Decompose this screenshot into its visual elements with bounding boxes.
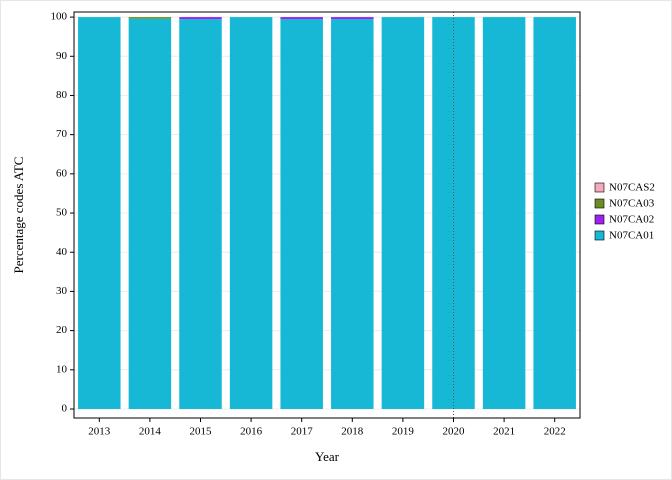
legend-swatch xyxy=(594,182,605,193)
y-tick-label: 80 xyxy=(56,89,68,101)
legend-label: N07CA02 xyxy=(609,214,654,226)
bar-segment xyxy=(331,17,374,20)
x-axis-title: Year xyxy=(315,449,340,464)
y-tick-label: 70 xyxy=(56,128,68,140)
x-tick-label: 2022 xyxy=(544,426,566,438)
bar-segment xyxy=(280,19,323,409)
bar-segment xyxy=(179,19,222,409)
y-tick-label: 50 xyxy=(56,207,68,219)
x-tick-label: 2015 xyxy=(190,426,213,438)
x-tick-label: 2019 xyxy=(392,426,415,438)
x-tick-label: 2021 xyxy=(493,426,515,438)
y-axis-title: Percentage codes ATC xyxy=(11,157,26,274)
bar-segment xyxy=(381,17,425,409)
x-tick-label: 2017 xyxy=(291,426,314,438)
y-tick-label: 90 xyxy=(56,50,68,62)
y-tick-label: 10 xyxy=(56,363,68,375)
y-tick-label: 40 xyxy=(56,246,68,258)
y-tick-label: 60 xyxy=(56,167,68,179)
legend-swatch xyxy=(594,198,605,209)
bar-segment xyxy=(78,17,121,409)
plot-frame xyxy=(73,11,581,419)
bar-segment xyxy=(128,17,172,19)
y-tick-label: 0 xyxy=(62,403,68,415)
x-tick-label: 2018 xyxy=(341,426,364,438)
legend-label: N07CAS2 xyxy=(609,182,655,194)
y-tick-label: 30 xyxy=(56,285,68,297)
bar-segment xyxy=(280,17,323,20)
bar-segment xyxy=(179,17,222,20)
x-tick-label: 2014 xyxy=(139,426,162,438)
bar-segment xyxy=(229,17,273,409)
legend-swatch xyxy=(594,230,605,241)
legend-swatch xyxy=(594,214,605,225)
bar-segment xyxy=(331,19,374,409)
legend-label: N07CA01 xyxy=(609,230,654,242)
y-tick-label: 100 xyxy=(51,11,68,23)
bar-segment xyxy=(128,18,172,409)
y-tick-label: 20 xyxy=(56,324,68,336)
bar-segment xyxy=(482,17,526,409)
bar-segment xyxy=(533,17,576,409)
legend-label: N07CA03 xyxy=(609,198,655,210)
x-tick-label: 2013 xyxy=(88,426,111,438)
x-tick-label: 2020 xyxy=(443,426,466,438)
x-tick-label: 2016 xyxy=(240,426,263,438)
